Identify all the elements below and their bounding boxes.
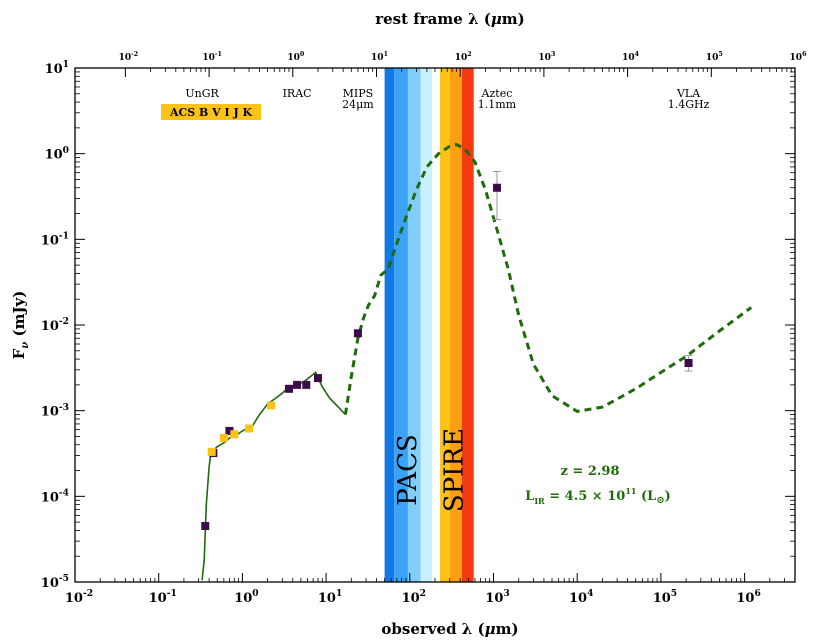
data-point-optical (219, 433, 228, 442)
band-pacs-70 (384, 68, 395, 582)
bottom-tick-label: 102 (402, 588, 426, 606)
data-point (225, 426, 234, 435)
band-pacs-edge (420, 68, 433, 582)
band-spire-250 (440, 68, 450, 582)
data-point (492, 183, 501, 192)
optical-box (161, 104, 261, 120)
y-tick-label: 10-4 (41, 487, 69, 505)
luminosity-annotation: LIR = 4.5 × 1011 (L⊙) (525, 486, 671, 506)
instrument-label: UnGR (185, 87, 219, 100)
bottom-tick-label: 104 (569, 588, 593, 606)
top-tick-label: 105 (706, 51, 723, 63)
data-point (353, 329, 362, 338)
data-point (293, 380, 302, 389)
bottom-tick-label: 103 (485, 588, 509, 606)
top-tick-label: 106 (790, 51, 808, 63)
band-label: SPIRE (439, 428, 469, 512)
data-point-optical (230, 430, 239, 439)
data-point (684, 359, 693, 368)
points-layer (201, 170, 693, 531)
data-point-optical (267, 401, 276, 410)
band-spire-350 (449, 68, 462, 582)
y-axis-title: Fν (mJy) (10, 291, 31, 360)
band-spire-500 (461, 68, 474, 582)
top-tick-label: 103 (538, 51, 555, 63)
top-tick-label: 10-2 (119, 51, 139, 63)
ticks-layer: 10-2 10-1 100 101 102 103 104 105 106 10-2 10-1 100… (41, 51, 807, 606)
instrument-label: VLA (676, 87, 701, 100)
data-point-optical (245, 424, 254, 433)
data-point (201, 522, 210, 531)
bottom-tick-label: 105 (653, 588, 677, 606)
y-tick-label: 10-5 (41, 573, 69, 591)
instrument-label: IRAC (283, 87, 312, 100)
bottom-tick-label: 101 (318, 588, 342, 606)
y-tick-label: 101 (45, 59, 69, 77)
y-tick-label: 10-1 (41, 230, 69, 248)
plot-frame (74, 67, 796, 583)
top-tick-label: 104 (622, 51, 640, 63)
top-axis-title: rest frame λ (μm) (375, 10, 525, 28)
optical-box-label: ACS B V I J K (169, 106, 253, 119)
redshift-annotation: z = 2.98 (561, 464, 620, 479)
y-tick-label: 10-3 (41, 402, 69, 420)
model-layer (201, 142, 753, 581)
instrument-label: 1.4GHz (668, 98, 710, 111)
y-tick-label: 100 (45, 145, 69, 163)
data-point-optical (207, 447, 216, 456)
data-point (313, 374, 322, 383)
top-tick-label: 10-1 (202, 51, 222, 63)
bottom-axis-title: observed λ (μm) (381, 620, 518, 638)
top-tick-label: 102 (455, 51, 472, 63)
data-point (284, 384, 293, 393)
bottom-tick-label: 10-2 (65, 588, 93, 606)
top-tick-label: 100 (287, 51, 305, 63)
band-pacs-100 (394, 68, 408, 582)
model-dashed-line (343, 142, 753, 415)
instrument-label: 1.1mm (478, 98, 517, 111)
y-tick-label: 10-2 (41, 316, 69, 334)
instrument-label: Aztec (481, 87, 513, 100)
band-label: PACS (393, 434, 423, 506)
bottom-tick-label: 100 (234, 588, 258, 606)
bottom-tick-label: 106 (736, 588, 760, 606)
bottom-tick-label: 10-1 (149, 588, 177, 606)
data-point (302, 380, 311, 389)
band-pacs-160 (407, 68, 421, 582)
instrument-label: MIPS (343, 87, 374, 100)
bands-layer (384, 68, 474, 582)
instrument-label: 24μm (342, 98, 374, 111)
top-tick-label: 101 (371, 51, 388, 63)
